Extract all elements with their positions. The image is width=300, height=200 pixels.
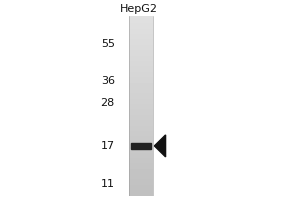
Text: 17: 17 — [100, 141, 115, 151]
Text: 11: 11 — [101, 179, 115, 189]
Text: 55: 55 — [101, 39, 115, 49]
Text: HepG2: HepG2 — [120, 4, 158, 14]
Polygon shape — [154, 135, 166, 157]
Text: 36: 36 — [101, 76, 115, 86]
Text: 28: 28 — [100, 98, 115, 108]
Bar — [131, 143, 151, 149]
